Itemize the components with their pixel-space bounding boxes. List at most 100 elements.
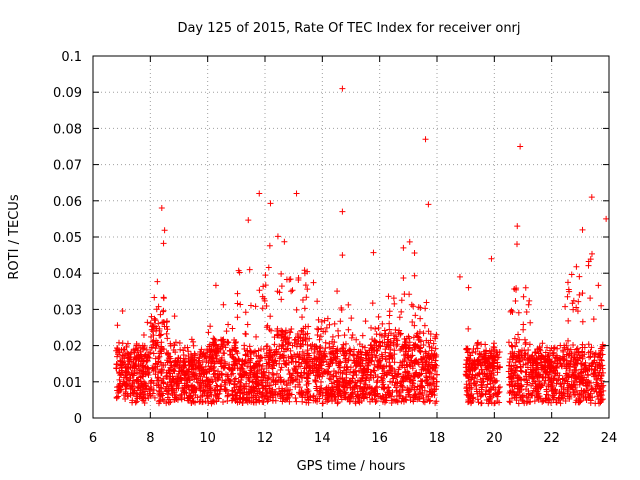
data-point [463, 371, 470, 378]
data-point [311, 349, 318, 356]
data-point [465, 284, 472, 291]
data-point [342, 394, 349, 401]
data-point [279, 398, 286, 405]
data-point [327, 376, 334, 383]
data-point [289, 287, 296, 294]
data-point [283, 396, 290, 403]
data-point [292, 395, 299, 402]
data-point [433, 378, 440, 385]
data-point [467, 395, 474, 402]
data-point [431, 350, 438, 357]
data-point [564, 293, 571, 300]
data-point [166, 399, 173, 406]
data-point [379, 339, 386, 346]
data-point [132, 361, 139, 368]
data-point [391, 300, 398, 307]
data-point [598, 377, 605, 384]
data-point [473, 378, 480, 385]
data-point [197, 348, 204, 355]
data-point [301, 267, 308, 274]
data-point [253, 353, 260, 360]
data-point [322, 345, 329, 352]
data-point [310, 393, 317, 400]
data-point [147, 393, 154, 400]
data-point [297, 390, 304, 397]
data-point [284, 335, 291, 342]
data-point [153, 306, 160, 313]
data-point [411, 250, 418, 257]
data-point [207, 363, 214, 370]
data-point [323, 384, 330, 391]
data-point [260, 399, 267, 406]
data-point [406, 339, 413, 346]
data-point [266, 242, 273, 249]
data-point [579, 344, 586, 351]
data-point [178, 377, 185, 384]
data-point [587, 379, 594, 386]
data-point [260, 346, 267, 353]
data-point [294, 369, 301, 376]
data-point [276, 360, 283, 367]
data-point [247, 302, 254, 309]
data-point [253, 360, 260, 367]
data-point [395, 329, 402, 336]
data-point [401, 364, 408, 371]
data-point [206, 343, 213, 350]
data-point [483, 350, 490, 357]
data-point [161, 227, 168, 234]
data-point [411, 358, 418, 365]
data-point [595, 282, 602, 289]
data-point [387, 338, 394, 345]
data-point [234, 350, 241, 357]
data-point [238, 372, 245, 379]
data-point [379, 398, 386, 405]
data-point [141, 342, 148, 349]
data-point [516, 352, 523, 359]
data-point [347, 393, 354, 400]
data-point [385, 344, 392, 351]
data-point [534, 393, 541, 400]
data-point [483, 396, 490, 403]
data-point [585, 262, 592, 269]
data-point [292, 353, 299, 360]
data-point [386, 387, 393, 394]
data-point [392, 326, 399, 333]
data-point [596, 361, 603, 368]
data-point [348, 334, 355, 341]
data-point [582, 364, 589, 371]
data-point [375, 393, 382, 400]
data-point [415, 336, 422, 343]
data-point [167, 398, 174, 405]
data-point [235, 386, 242, 393]
data-point [478, 366, 485, 373]
data-point [427, 337, 434, 344]
data-point [374, 347, 381, 354]
data-point [505, 339, 512, 346]
data-point [420, 342, 427, 349]
data-point [537, 384, 544, 391]
data-point [267, 200, 274, 207]
data-point [541, 380, 548, 387]
data-point [409, 319, 416, 326]
data-point [330, 368, 337, 375]
data-point [489, 355, 496, 362]
data-point [136, 355, 143, 362]
data-point [274, 332, 281, 339]
data-point [487, 363, 494, 370]
x-tick-label: 18 [429, 431, 446, 446]
data-point [337, 375, 344, 382]
data-point [493, 348, 500, 355]
data-point [276, 385, 283, 392]
data-point [522, 284, 529, 291]
data-point [507, 399, 514, 406]
data-point [407, 394, 414, 401]
data-point [370, 249, 377, 256]
data-point [583, 387, 590, 394]
data-point [274, 325, 281, 332]
data-point [287, 329, 294, 336]
data-point [326, 375, 333, 382]
data-point [466, 371, 473, 378]
data-point [342, 340, 349, 347]
data-point [289, 355, 296, 362]
data-point [335, 360, 342, 367]
